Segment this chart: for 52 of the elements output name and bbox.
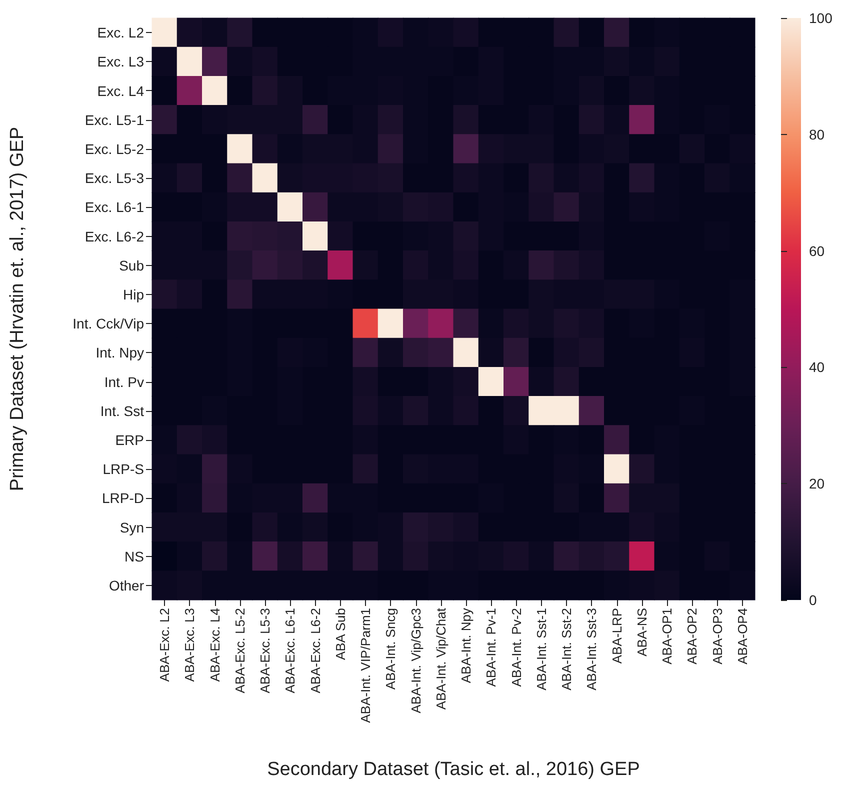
x-tick-label: ABA-Int. Sst-3 [584,608,600,690]
y-tick-label: Int. Sst [100,402,144,419]
x-tick-label: ABA-Int. VIP/Parm1 [358,608,374,723]
y-tick-label: Exc. L5-1 [84,112,144,128]
x-tick-label: ABA-OP1 [660,608,675,664]
y-tick-label: Int. Cck/Vip [72,316,144,332]
x-tick-label: ABA Sub [332,608,348,660]
y-tick-label: ERP [115,432,144,448]
x-axis-title: Secondary Dataset (Tasic et. al., 2016) GEP [267,759,640,780]
y-tick-label: Exc. L5-2 [84,140,144,157]
x-tick-label: ABA-Exc. L3 [182,608,198,682]
y-tick-label: Exc. L5-3 [84,170,144,186]
y-tick-label: Exc. L3 [97,54,144,70]
y-tick-label: Int. Npy [96,344,144,361]
x-tick-label: ABA-Int. Pv-2 [508,608,524,687]
x-tick-label: ABA-Int. Sst-1 [534,608,549,690]
x-tick-label: ABA-Int. Vip/Gpc3 [408,608,424,714]
x-tick-label: ABA-Int. Pv-1 [484,608,499,687]
color-bar-label: 80 [809,126,825,142]
x-tick-label: ABA-Exc. L2 [157,608,172,682]
x-tick-label: ABA-NS [634,608,650,656]
x-tick-label: ABA-Exc. L6-2 [308,608,323,694]
x-tick-label: ABA-Exc. L4 [207,608,222,682]
x-tick-label: ABA-OP3 [710,608,725,664]
y-tick-label: Exc. L6-2 [84,228,144,244]
y-tick-label: Sub [119,257,144,274]
y-tick-label: Int. Pv [104,374,144,390]
y-axis-title: Primary Dataset (Hrvatin et. al., 2017) GEP [7,126,28,492]
y-tick-label: LRP-D [102,490,144,506]
color-bar-label: 20 [809,476,825,492]
color-bar-label: 100 [809,10,833,26]
x-tick-label: ABA-LRP [609,608,624,664]
y-tick-label: Exc. L2 [97,24,144,41]
y-tick-label: NS [124,548,144,564]
y-tick-label: Syn [120,519,144,536]
x-tick-label: ABA-Int. Vip/Chat [433,608,448,710]
color-bar-label: 0 [809,592,817,608]
y-tick-label: Hip [122,286,144,302]
color-bar-label: 60 [809,242,825,259]
x-tick-label: ABA-Exc. L6-1 [282,608,298,694]
x-tick-label: ABA-Int. Npy [458,608,474,684]
x-tick-label: ABA-OP4 [734,608,750,664]
color-bar-label: 40 [809,359,825,376]
x-tick-label: ABA-Exc. L5-2 [232,608,248,694]
y-tick-label: LRP-S [102,461,144,478]
y-tick-label: Exc. L4 [97,82,144,99]
y-tick-label: Exc. L6-1 [84,199,144,216]
x-tick-label: ABA-OP2 [684,608,700,664]
x-tick-label: ABA-Int. Sncg [383,608,398,690]
x-tick-label: ABA-Int. Sst-2 [559,608,574,690]
y-tick-label: Other [108,577,144,594]
x-tick-label: ABA-Exc. L5-3 [258,608,273,694]
